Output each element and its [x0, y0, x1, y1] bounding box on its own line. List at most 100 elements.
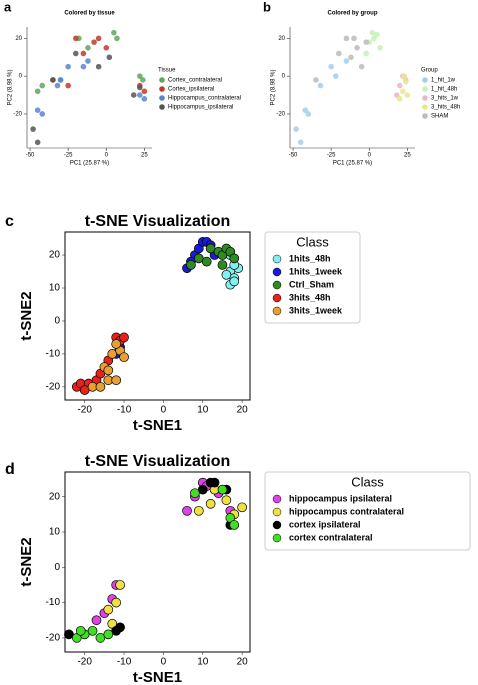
y-tick-label: -20	[13, 112, 22, 118]
legend-marker	[159, 104, 165, 110]
x-tick-label: -20	[77, 405, 92, 416]
point	[103, 629, 114, 640]
y-tick-label: 10	[49, 283, 61, 294]
x-tick-label: 0	[105, 153, 109, 159]
point	[363, 39, 370, 45]
x-tick-label: 0	[161, 657, 167, 668]
legend-marker	[159, 86, 165, 92]
y-tick-label: 0	[54, 316, 60, 327]
point	[141, 88, 148, 95]
chart-title: Colored by tissue	[64, 11, 115, 17]
point	[95, 633, 106, 643]
point	[106, 54, 113, 61]
point	[115, 580, 125, 590]
point	[54, 82, 61, 89]
point	[91, 39, 97, 45]
point	[190, 488, 200, 499]
y-axis-label: PC2 (8.98 %)	[8, 69, 14, 105]
legend-marker	[272, 280, 282, 290]
legend-marker	[272, 267, 282, 277]
y-tick-label: 20	[278, 36, 285, 42]
chart-title: t-SNE Visualization	[85, 453, 231, 470]
point	[354, 44, 360, 51]
panel-label: c	[5, 213, 14, 230]
x-axis-label: t-SNE1	[133, 669, 182, 685]
legend-marker	[272, 507, 282, 517]
y-tick-label: 20	[15, 36, 22, 42]
legend-label: Hippocampus_ipsilateral	[168, 105, 233, 111]
x-axis-label: t-SNE1	[133, 417, 182, 434]
point	[57, 77, 64, 83]
x-tick-label: 25	[141, 153, 148, 159]
legend-label: SHAM	[431, 114, 448, 120]
point	[34, 139, 41, 146]
point	[217, 260, 228, 270]
point	[348, 54, 354, 61]
point	[403, 79, 409, 85]
legend-label: 3hits_48h	[289, 292, 331, 302]
point	[111, 597, 122, 608]
y-tick-label: 0	[282, 74, 286, 80]
x-tick-label: -25	[327, 153, 336, 159]
point	[377, 44, 383, 51]
y-tick-label: -10	[46, 597, 61, 608]
point	[302, 107, 309, 113]
point	[237, 502, 247, 513]
point	[217, 484, 228, 495]
point	[137, 92, 143, 98]
point	[141, 96, 148, 102]
point	[328, 63, 334, 70]
point	[343, 58, 350, 64]
panel-label: d	[5, 461, 15, 478]
point	[393, 92, 400, 98]
x-tick-label: -10	[117, 657, 132, 668]
x-axis-label: PC1 (25.87 %)	[333, 161, 372, 167]
legend-label: cortex ipsilateral	[289, 519, 361, 529]
point	[193, 505, 204, 516]
legend-title: Tissue	[158, 68, 176, 74]
plot-frame	[64, 231, 251, 401]
x-tick-label: 0	[368, 153, 372, 159]
point	[229, 276, 240, 287]
legend-label: 1hits_1week	[289, 266, 343, 276]
point	[297, 139, 304, 146]
point	[197, 484, 208, 495]
legend-marker	[422, 104, 428, 110]
point	[80, 63, 87, 70]
point	[64, 629, 74, 640]
x-tick-label: -50	[289, 153, 298, 159]
legend-label: Ctrl_Sham	[289, 279, 334, 289]
point	[404, 92, 411, 98]
x-tick-label: -20	[77, 657, 92, 668]
point	[396, 96, 403, 102]
point	[111, 339, 122, 349]
point	[221, 495, 232, 506]
legend-marker	[159, 95, 165, 101]
x-tick-label: -10	[117, 405, 132, 416]
plot-frame	[64, 471, 251, 653]
point	[65, 63, 71, 70]
point	[103, 604, 114, 615]
point	[209, 477, 220, 488]
legend-label: Cortex_contralateral	[168, 78, 222, 84]
point	[396, 82, 403, 89]
x-tick-label: 20	[237, 405, 249, 416]
chart-title: t-SNE Visualization	[85, 213, 231, 230]
point	[332, 73, 339, 79]
chart-title: Colored by group	[328, 11, 378, 17]
point	[182, 505, 192, 516]
point	[229, 253, 240, 264]
legend-label: 3_hits_1w	[431, 96, 459, 102]
point	[343, 35, 350, 42]
point	[229, 520, 240, 530]
point	[91, 615, 102, 626]
point	[374, 31, 380, 38]
legend-box	[264, 471, 471, 551]
point	[317, 82, 324, 89]
point	[85, 44, 91, 51]
point	[363, 50, 370, 57]
legend-label: 3_hits_48h	[431, 105, 460, 111]
point	[371, 35, 377, 42]
legend-label: 1_hit_1w	[431, 78, 456, 84]
